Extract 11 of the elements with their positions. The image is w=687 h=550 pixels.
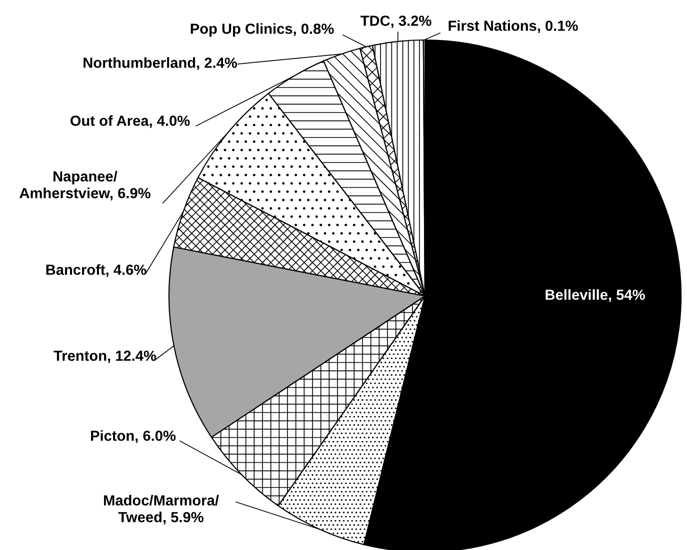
- slice-label: Belleville, 54%: [546, 289, 645, 302]
- slice-label: Northumberland, 2.4%: [84, 57, 238, 70]
- slice-label: Out of Area, 4.0%: [70, 115, 190, 128]
- slice-label: Trenton, 12.4%: [54, 350, 156, 364]
- slice-label: First Nations, 0.1%: [448, 20, 578, 34]
- slice-label: Pop Up Clinics, 0.8%: [190, 23, 334, 37]
- slice-label: Bancroft, 4.6%: [46, 264, 146, 278]
- slice-label: Napanee/ Amherstview, 6.9%: [20, 170, 150, 200]
- slice-label: Picton, 6.0%: [91, 430, 176, 444]
- slice-label: TDC, 3.2%: [360, 16, 432, 28]
- slice-label: Madoc/Marmora/ Tweed, 5.9%: [104, 494, 219, 524]
